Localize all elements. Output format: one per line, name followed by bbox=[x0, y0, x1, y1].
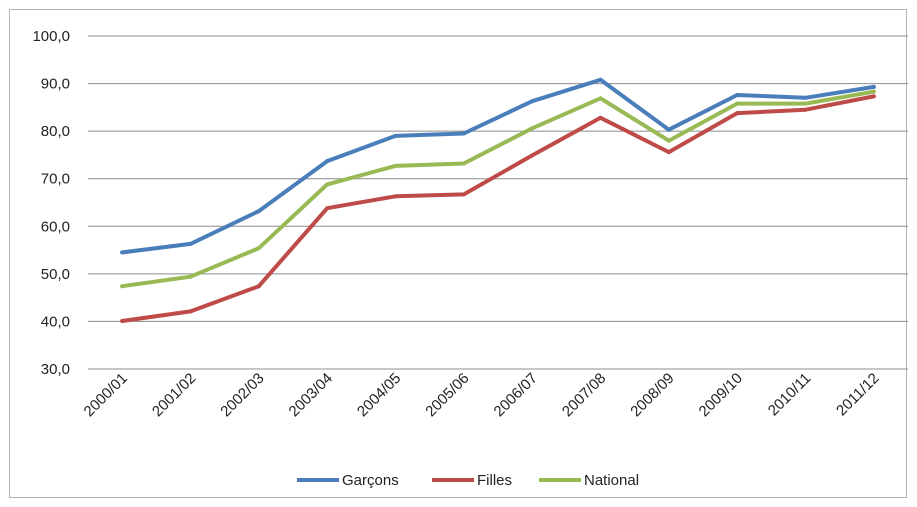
data-point bbox=[735, 111, 740, 116]
data-point bbox=[598, 77, 603, 82]
data-point bbox=[120, 318, 125, 323]
legend-label: Garçons bbox=[342, 472, 399, 489]
data-point bbox=[461, 161, 466, 166]
y-tick-label: 90,0 bbox=[41, 76, 70, 93]
y-tick-label: 80,0 bbox=[41, 123, 70, 140]
data-point bbox=[393, 163, 398, 168]
legend: Garçons Filles National bbox=[297, 472, 639, 489]
data-point bbox=[256, 246, 261, 251]
data-point bbox=[530, 126, 535, 131]
data-point bbox=[666, 150, 671, 155]
data-point bbox=[666, 127, 671, 132]
data-point bbox=[256, 209, 261, 214]
data-point bbox=[598, 96, 603, 101]
x-tick-label: 2009/10 bbox=[696, 370, 746, 420]
x-tick-label: 2003/04 bbox=[286, 370, 336, 420]
data-point bbox=[325, 159, 330, 164]
legend-label: Filles bbox=[477, 472, 512, 489]
data-point bbox=[256, 284, 261, 289]
data-point bbox=[188, 241, 193, 246]
data-point bbox=[735, 92, 740, 97]
data-point bbox=[188, 309, 193, 314]
data-point bbox=[735, 101, 740, 106]
chart-frame bbox=[9, 9, 907, 498]
y-tick-label: 40,0 bbox=[41, 313, 70, 330]
data-point bbox=[325, 182, 330, 187]
gridlines bbox=[88, 35, 908, 370]
data-point bbox=[530, 153, 535, 158]
x-tick-label: 2002/03 bbox=[217, 370, 267, 420]
y-tick-label: 60,0 bbox=[41, 218, 70, 235]
data-point bbox=[393, 133, 398, 138]
x-tick-label: 2010/11 bbox=[765, 370, 815, 420]
x-tick-label: 2006/07 bbox=[491, 370, 541, 420]
y-tick-label: 50,0 bbox=[41, 266, 70, 283]
x-tick-label: 2008/09 bbox=[627, 370, 677, 420]
data-point bbox=[461, 131, 466, 136]
data-point bbox=[530, 99, 535, 104]
legend-label: National bbox=[584, 472, 639, 489]
data-point bbox=[803, 101, 808, 106]
data-point bbox=[803, 95, 808, 100]
data-point bbox=[188, 274, 193, 279]
data-point bbox=[871, 94, 876, 99]
data-point bbox=[461, 192, 466, 197]
data-point bbox=[393, 194, 398, 199]
series-line-garçons bbox=[120, 77, 876, 255]
data-point bbox=[803, 107, 808, 112]
x-tick-label: 2004/05 bbox=[354, 370, 404, 420]
data-point bbox=[871, 84, 876, 89]
series-line-filles bbox=[120, 94, 876, 323]
x-tick-label: 2005/06 bbox=[422, 370, 472, 420]
y-axis-tick-labels: 30,0 40,0 50,0 60,0 70,0 80,0 90,0 100,0 bbox=[32, 28, 70, 378]
data-point bbox=[666, 138, 671, 143]
y-tick-label: 70,0 bbox=[41, 171, 70, 188]
x-tick-label: 2007/08 bbox=[559, 370, 609, 420]
data-point bbox=[871, 89, 876, 94]
x-axis-tick-labels: 2000/01 2001/02 2002/03 2003/04 2004/05 2005/… bbox=[81, 370, 883, 420]
x-tick-label: 2011/12 bbox=[833, 370, 883, 420]
x-tick-label: 2000/01 bbox=[81, 370, 131, 420]
series-lines bbox=[120, 77, 876, 323]
data-point bbox=[598, 115, 603, 120]
y-tick-label: 30,0 bbox=[41, 361, 70, 378]
y-tick-label: 100,0 bbox=[32, 28, 70, 45]
x-tick-label: 2001/02 bbox=[149, 370, 199, 420]
data-point bbox=[120, 250, 125, 255]
series-line-national bbox=[120, 89, 876, 289]
data-point bbox=[120, 284, 125, 289]
data-point bbox=[325, 206, 330, 211]
